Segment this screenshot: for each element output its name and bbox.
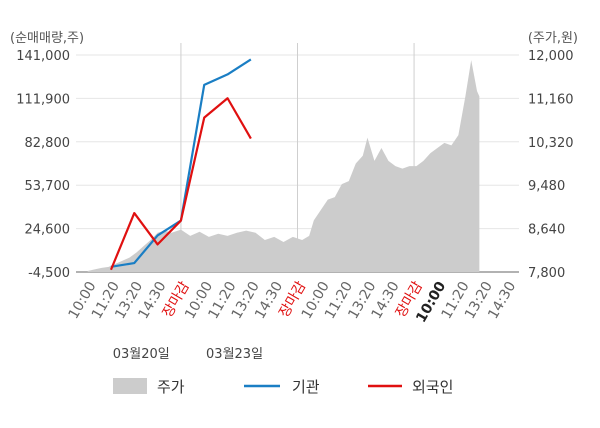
- left-tick-label: 53,700: [25, 179, 71, 194]
- legend: 주가 기관 외국인: [113, 378, 453, 396]
- left-axis-unit: (순매매량,주): [10, 31, 84, 46]
- left-tick-label: 82,800: [25, 136, 71, 151]
- right-axis: 12,000 11,160 10,320 9,480 8,640 7,800: [528, 49, 574, 281]
- right-tick-label: 7,800: [528, 266, 565, 281]
- right-tick-label: 11,160: [528, 92, 574, 107]
- date-label: 03월23일: [206, 347, 263, 362]
- legend-price-label: 주가: [157, 378, 185, 396]
- right-tick-label: 10,320: [528, 136, 574, 151]
- left-tick-label: 111,900: [16, 92, 70, 107]
- series-lines: [109, 58, 252, 271]
- price-area: [87, 60, 480, 272]
- right-axis-unit: (주가,원): [528, 31, 578, 46]
- date-labels: 03월20일 03월23일: [113, 347, 263, 362]
- left-axis: 141,000 111,900 82,800 53,700 24,600 -4,500: [16, 49, 70, 281]
- legend-institution-label: 기관: [292, 378, 320, 396]
- right-tick-label: 9,480: [528, 179, 565, 194]
- x-axis: 10:0011:2013:2014:30장마감10:0011:2013:2014…: [66, 279, 520, 326]
- left-tick-label: 24,600: [25, 223, 71, 238]
- right-tick-label: 8,640: [528, 223, 565, 238]
- date-label: 03월20일: [113, 347, 170, 362]
- foreign-line: [109, 97, 252, 271]
- price-area-group: [87, 60, 480, 272]
- right-tick-label: 12,000: [528, 49, 574, 64]
- legend-price-swatch: [113, 378, 147, 394]
- left-tick-label: 141,000: [16, 49, 70, 64]
- legend-foreign-label: 외국인: [412, 378, 453, 396]
- left-tick-label: -4,500: [28, 266, 70, 281]
